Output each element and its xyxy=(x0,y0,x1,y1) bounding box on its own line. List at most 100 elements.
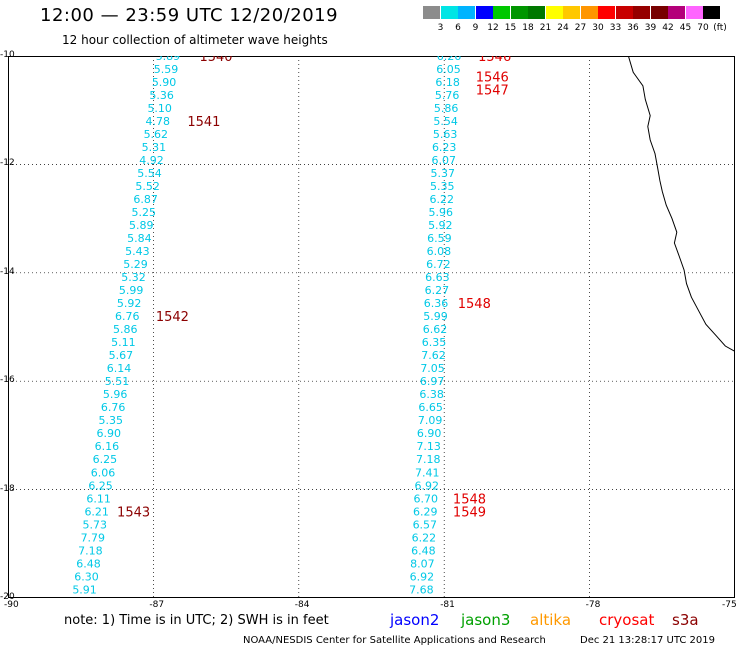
legend-swatch xyxy=(580,6,598,19)
wave-height-value: 6.76 xyxy=(101,401,126,414)
time-label: 1546 xyxy=(478,56,511,65)
legend-label: 24 xyxy=(557,23,569,33)
wave-height-value: 6.92 xyxy=(410,570,435,583)
wave-height-value: 7.68 xyxy=(409,583,434,596)
wave-height-value: 6.92 xyxy=(415,479,440,492)
wave-height-value: 5.51 xyxy=(105,375,130,388)
wave-height-value: 5.35 xyxy=(430,180,455,193)
wave-height-value: 6.11 xyxy=(86,492,111,505)
wave-height-value: 5.37 xyxy=(430,167,455,180)
wave-height-value: 5.86 xyxy=(434,102,459,115)
wave-height-value: 6.35 xyxy=(422,336,447,349)
wave-height-value: 6.16 xyxy=(95,440,120,453)
lat-tick-label: -12 xyxy=(0,158,15,169)
wave-height-value: 7.79 xyxy=(81,531,106,544)
legend-swatch xyxy=(563,6,580,19)
wave-height-value: 6.90 xyxy=(417,427,442,440)
wave-height-value: 7.62 xyxy=(421,349,446,362)
lon-tick-label: -75 xyxy=(722,600,737,610)
lat-tick-label: -18 xyxy=(0,483,15,494)
wave-height-value: 5.96 xyxy=(103,388,128,401)
satellite-name: jason2 xyxy=(390,611,440,629)
footer-timestamp: Dec 21 13:28:17 UTC 2019 xyxy=(580,635,715,646)
wave-height-value: 5.59 xyxy=(154,63,179,76)
legend-swatch xyxy=(668,6,685,19)
wave-height-value: 6.07 xyxy=(431,154,456,167)
wave-height-value: 5.10 xyxy=(147,102,172,115)
note-text: note: 1) Time is in UTC; 2) SWH is in fe… xyxy=(64,613,329,628)
wave-height-value: 5.54 xyxy=(137,167,162,180)
lat-tick-label: -14 xyxy=(0,266,15,277)
lat-tick-label: -10 xyxy=(0,50,15,60)
wave-height-value: 5.31 xyxy=(142,141,167,154)
legend-label: 12 xyxy=(487,23,499,33)
wave-height-value: 5.92 xyxy=(117,297,142,310)
wave-height-value: 5.73 xyxy=(83,518,108,531)
wave-height-value: 5.43 xyxy=(125,245,150,258)
wave-height-value: 6.30 xyxy=(74,570,99,583)
coastline xyxy=(627,56,735,352)
legend-swatch xyxy=(650,6,668,19)
legend-swatch xyxy=(440,6,458,19)
wave-height-value: 7.05 xyxy=(420,362,445,375)
legend-swatch xyxy=(423,6,440,19)
wave-height-value: 6.59 xyxy=(427,232,452,245)
time-label: 1540 xyxy=(199,56,232,65)
legend-label: 6 xyxy=(455,23,461,33)
wave-height-value: 5.90 xyxy=(152,76,177,89)
wave-height-value: 6.72 xyxy=(426,258,451,271)
wave-height-value: 6.57 xyxy=(413,518,438,531)
wave-height-map: 5.895.595.905.365.104.785.625.314.925.54… xyxy=(8,56,735,598)
wave-height-value: 5.32 xyxy=(121,271,146,284)
wave-height-value: 6.27 xyxy=(425,284,450,297)
legend-swatch xyxy=(598,6,615,19)
time-label: 1546 xyxy=(476,71,509,86)
wave-height-value: 6.38 xyxy=(419,388,444,401)
wave-height-value: 5.36 xyxy=(149,89,174,102)
chart-title: 12:00 — 23:59 UTC 12/20/2019 xyxy=(40,5,339,26)
footer-credit: NOAA/NESDIS Center for Satellite Applica… xyxy=(243,635,546,646)
wave-height-value: 6.48 xyxy=(76,557,101,570)
wave-height-value: 6.22 xyxy=(430,193,455,206)
wave-height-value: 6.26 xyxy=(437,56,462,63)
wave-height-value: 7.13 xyxy=(416,440,441,453)
wave-height-value: 6.70 xyxy=(414,492,439,505)
wave-height-value: 4.92 xyxy=(139,154,164,167)
wave-height-value: 6.21 xyxy=(84,505,109,518)
wave-height-value: 6.25 xyxy=(93,453,118,466)
wave-height-value: 5.96 xyxy=(429,206,454,219)
lat-tick-label: -20 xyxy=(0,592,15,602)
legend-label: 9 xyxy=(472,23,479,33)
legend-swatch xyxy=(545,6,563,19)
time-label: 1542 xyxy=(156,310,189,325)
wave-height-value: 5.29 xyxy=(123,258,148,271)
satellite-name: jason3 xyxy=(461,611,511,629)
legend-label: 36 xyxy=(627,23,639,33)
wave-height-value: 5.67 xyxy=(109,349,134,362)
wave-height-value: 5.86 xyxy=(113,323,138,336)
legend-swatch xyxy=(458,6,475,19)
wave-height-value: 5.54 xyxy=(433,115,458,128)
wave-height-value: 6.36 xyxy=(424,297,449,310)
wave-height-value: 5.25 xyxy=(131,206,156,219)
lon-tick-label: -78 xyxy=(585,600,601,610)
wave-height-value: 5.91 xyxy=(72,583,97,596)
legend-label: 21 xyxy=(539,23,552,33)
wave-height-value: 5.52 xyxy=(135,180,160,193)
wave-height-value: 7.09 xyxy=(418,414,443,427)
satellite-name: altika xyxy=(530,611,572,629)
wave-height-value: 6.76 xyxy=(115,310,140,323)
wave-height-value: 5.99 xyxy=(423,310,448,323)
wave-height-value: 5.76 xyxy=(435,89,460,102)
wave-height-value: 5.84 xyxy=(127,232,152,245)
wave-height-value: 6.14 xyxy=(107,362,132,375)
chart-subtitle: 12 hour collection of altimeter wave hei… xyxy=(62,33,328,47)
time-label: 1548 xyxy=(458,297,491,312)
legend-label: 30 xyxy=(592,23,604,33)
lon-tick-label: -81 xyxy=(440,600,455,610)
wave-height-value: 4.78 xyxy=(146,115,171,128)
wave-height-value: 8.07 xyxy=(410,557,435,570)
wave-height-value: 6.18 xyxy=(435,76,460,89)
time-label: 1548 xyxy=(453,492,486,507)
satellite-name: cryosat xyxy=(599,611,655,629)
